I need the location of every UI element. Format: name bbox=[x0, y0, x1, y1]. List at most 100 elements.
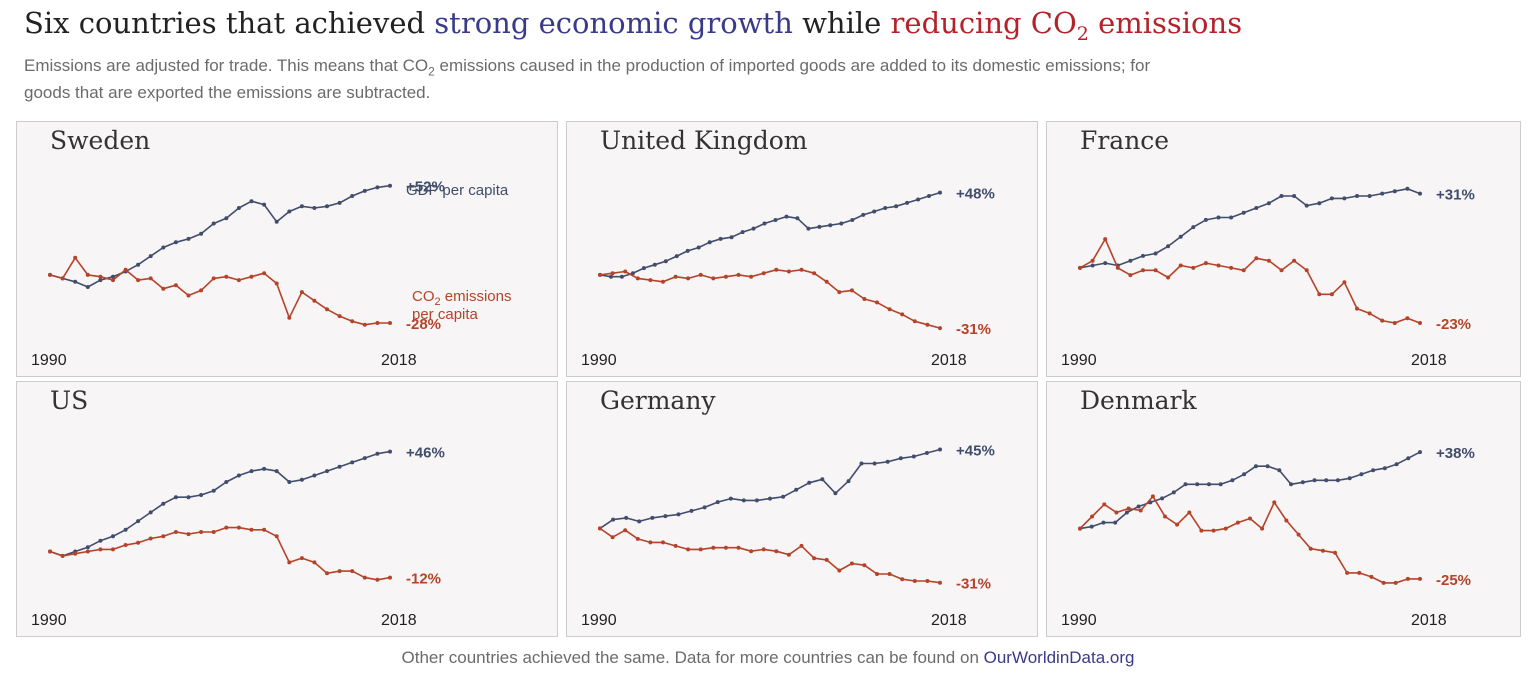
gdp-data-point bbox=[362, 188, 367, 193]
co2-data-point bbox=[1163, 514, 1167, 519]
co2-data-point bbox=[1191, 265, 1196, 270]
gdp-data-point bbox=[685, 248, 690, 253]
co2-data-point bbox=[1102, 502, 1107, 507]
legend-co2-label: CO2 emissions bbox=[412, 288, 511, 308]
co2-data-point bbox=[900, 312, 905, 317]
x-tick-start: 1990 bbox=[581, 612, 617, 629]
gdp-data-point bbox=[859, 461, 864, 466]
gdp-data-point bbox=[1254, 206, 1259, 210]
x-tick-start: 1990 bbox=[1061, 612, 1097, 629]
gdp-data-point bbox=[350, 460, 355, 465]
co2-data-point bbox=[635, 536, 640, 541]
co2-data-point bbox=[849, 288, 854, 293]
co2-data-point bbox=[1175, 522, 1180, 527]
gdp-data-point bbox=[773, 218, 778, 222]
co2-data-point bbox=[1418, 576, 1422, 581]
co2-data-point bbox=[812, 271, 817, 276]
title-co2-post: emissions bbox=[1088, 6, 1243, 40]
co2-data-point bbox=[610, 271, 615, 276]
co2-data-point bbox=[98, 274, 103, 279]
co2-data-point bbox=[1367, 311, 1372, 316]
co2-data-point bbox=[85, 549, 90, 554]
gdp-data-point bbox=[375, 185, 380, 190]
co2-data-point bbox=[598, 272, 602, 277]
co2-data-point bbox=[262, 271, 267, 276]
gdp-data-point bbox=[924, 451, 929, 455]
gdp-data-point bbox=[1166, 244, 1171, 249]
co2-data-point bbox=[686, 547, 691, 552]
co2-series-line bbox=[1079, 238, 1421, 324]
co2-data-point bbox=[350, 569, 355, 574]
gdp-data-point bbox=[624, 515, 629, 520]
gdp-data-point bbox=[1289, 482, 1293, 487]
co2-data-point bbox=[925, 322, 930, 327]
co2-data-point bbox=[199, 288, 204, 293]
co2-data-point bbox=[598, 526, 602, 531]
gdp-data-point bbox=[1329, 196, 1334, 201]
gdp-data-point bbox=[729, 235, 734, 240]
gdp-data-point bbox=[1312, 478, 1317, 483]
gdp-data-point bbox=[784, 214, 789, 219]
co2-data-point bbox=[862, 297, 867, 301]
co2-change-label: -28% bbox=[406, 316, 441, 333]
title-gdp-phrase: strong economic growth bbox=[434, 6, 793, 40]
gdp-data-point bbox=[872, 461, 877, 466]
co2-data-point bbox=[1203, 261, 1208, 266]
co2-data-point bbox=[337, 314, 342, 319]
co2-change-label: -31% bbox=[956, 321, 991, 338]
gdp-data-point bbox=[839, 221, 844, 226]
co2-data-point bbox=[761, 271, 766, 276]
gdp-data-point bbox=[707, 240, 712, 245]
co2-data-point bbox=[136, 540, 141, 545]
gdp-data-point bbox=[362, 456, 367, 461]
co2-data-point bbox=[1211, 528, 1216, 533]
co2-data-point bbox=[1153, 268, 1158, 273]
co2-data-point bbox=[900, 577, 905, 582]
gdp-data-point bbox=[1218, 482, 1223, 487]
co2-data-point bbox=[224, 274, 229, 279]
x-tick-start: 1990 bbox=[31, 352, 67, 369]
co2-data-point bbox=[812, 556, 817, 561]
gdp-data-point bbox=[1089, 524, 1094, 529]
x-tick-end: 2018 bbox=[931, 352, 967, 369]
gdp-data-point bbox=[754, 498, 759, 503]
gdp-data-point bbox=[807, 480, 812, 485]
co2-data-point bbox=[325, 307, 329, 312]
gdp-change-label: +48% bbox=[956, 186, 995, 203]
co2-data-point bbox=[1103, 237, 1108, 242]
gdp-data-point bbox=[1371, 468, 1376, 473]
co2-data-point bbox=[123, 267, 128, 272]
co2-data-point bbox=[723, 274, 728, 279]
co2-data-point bbox=[299, 556, 304, 561]
co2-data-point bbox=[875, 572, 879, 576]
co2-data-point bbox=[648, 278, 653, 283]
gdp-data-point bbox=[1229, 215, 1234, 220]
gdp-data-point bbox=[611, 517, 616, 522]
co2-data-point bbox=[1284, 518, 1289, 523]
gdp-data-point bbox=[1242, 472, 1247, 477]
co2-data-point bbox=[1355, 306, 1359, 311]
co2-data-point bbox=[749, 274, 754, 279]
co2-data-point bbox=[249, 527, 254, 532]
gdp-data-point bbox=[1300, 480, 1305, 485]
x-tick-end: 2018 bbox=[931, 612, 967, 629]
gdp-data-point bbox=[123, 527, 128, 532]
panel-united-kingdom: United Kingdom +48% -31% 1990 2018 bbox=[566, 121, 1038, 377]
gdp-data-point bbox=[1124, 510, 1129, 515]
gdp-data-point bbox=[650, 515, 655, 520]
co2-data-point bbox=[698, 547, 703, 552]
gdp-data-point bbox=[619, 274, 624, 279]
co2-data-point bbox=[48, 272, 52, 277]
gdp-data-point bbox=[236, 206, 241, 210]
co2-data-point bbox=[648, 540, 653, 545]
gdp-data-point bbox=[702, 505, 707, 510]
co2-data-point bbox=[774, 549, 779, 554]
co2-data-point bbox=[623, 269, 628, 274]
x-tick-end: 2018 bbox=[381, 352, 417, 369]
gdp-data-point bbox=[883, 206, 888, 210]
gdp-data-point bbox=[911, 454, 916, 459]
gdp-data-point bbox=[1241, 210, 1246, 215]
footer-link[interactable]: OurWorldinData.org bbox=[983, 648, 1135, 667]
gdp-data-point bbox=[1355, 194, 1359, 198]
co2-data-point bbox=[262, 527, 267, 532]
